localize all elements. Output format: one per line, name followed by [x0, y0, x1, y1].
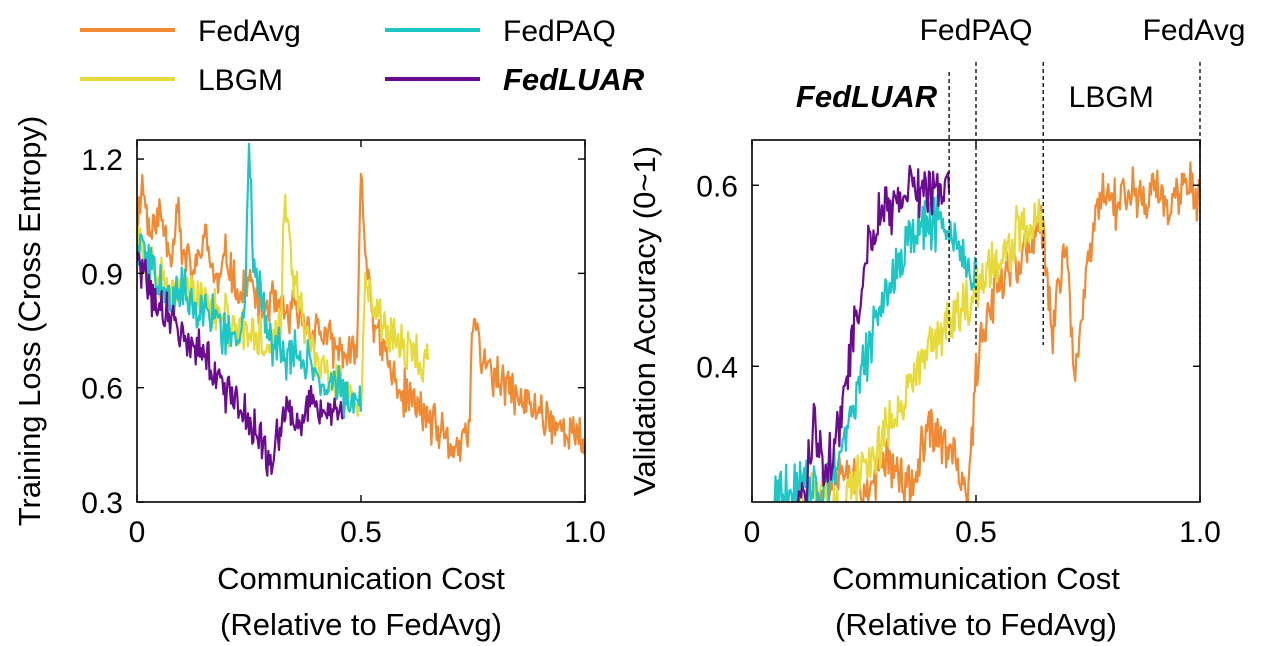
legend-label-lbgm: LBGM	[198, 64, 283, 97]
y-tick-label: 0.6	[696, 170, 738, 203]
x-axis-label: Communication Cost	[217, 561, 505, 596]
series-line-fedavg	[137, 172, 585, 462]
y-tick-label: 0.9	[81, 258, 123, 291]
series-line-fedluar	[137, 251, 344, 477]
training-loss-plot: 0 0.5 1.0 0.3 0.6 0.9 1.2 Communication Cost (Re…	[12, 116, 606, 642]
series-line-fedluar	[797, 164, 951, 502]
y-tick-label: 0.3	[81, 487, 123, 520]
x-tick-label: 0	[744, 516, 761, 549]
x-tick-label: 0	[129, 516, 146, 549]
y-axis-label: Training Loss (Cross Entropy)	[12, 116, 47, 527]
x-axis-label: (Relative to FedAvg)	[220, 607, 502, 642]
validation-accuracy-plot: 0 0.5 1.0 0.4 0.6 Communication Cost (Relative…	[627, 14, 1245, 642]
cost-marker-label-lbgm: LBGM	[1069, 81, 1154, 114]
legend: FedAvg FedPAQ LBGM FedLUAR	[80, 15, 645, 97]
x-tick-label: 0.5	[340, 516, 382, 549]
legend-label-fedpaq: FedPAQ	[503, 15, 616, 48]
legend-label-fedavg: FedAvg	[198, 15, 301, 48]
cost-marker-label-fedluar: FedLUAR	[796, 79, 938, 114]
cost-marker-label-fedpaq: FedPAQ	[920, 14, 1033, 47]
series-line-lbgm	[796, 198, 1045, 502]
y-axis-label: Validation Accuracy (0~1)	[627, 146, 662, 496]
x-tick-label: 1.0	[564, 516, 606, 549]
y-tick-label: 1.2	[81, 144, 123, 177]
legend-label-fedluar: FedLUAR	[503, 62, 645, 97]
y-tick-label: 0.4	[696, 351, 738, 384]
x-axis-label: (Relative to FedAvg)	[835, 607, 1117, 642]
x-tick-label: 0.5	[955, 516, 997, 549]
cost-marker-label-fedavg: FedAvg	[1143, 14, 1246, 47]
x-tick-label: 1.0	[1179, 516, 1221, 549]
x-axis-label: Communication Cost	[832, 561, 1120, 596]
series-line-fedavg	[819, 161, 1200, 502]
y-tick-label: 0.6	[81, 373, 123, 406]
